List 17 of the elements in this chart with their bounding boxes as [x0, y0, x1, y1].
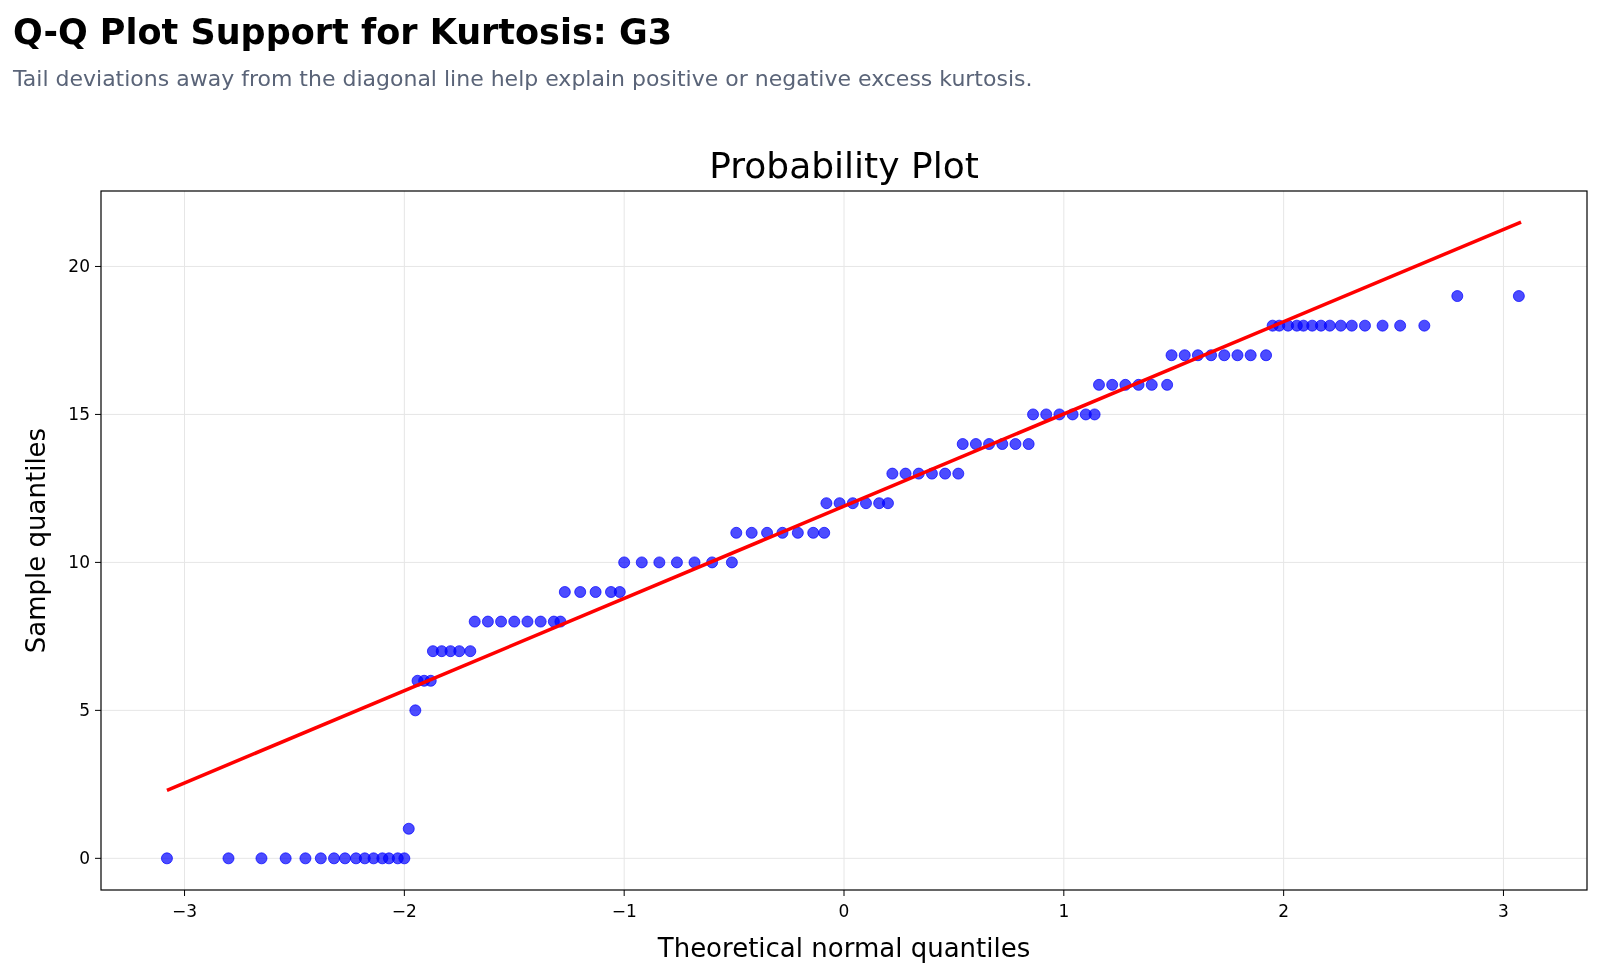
x-tick-label: 2	[1278, 901, 1290, 921]
chart-title: Q-Q Plot Support for Kurtosis: G3	[13, 12, 673, 52]
text: Probability Plot	[709, 145, 979, 186]
y-axis-title: Sample quantiles	[21, 427, 51, 654]
x-tick-label: 3	[1498, 901, 1509, 921]
y-tick-label: 0	[79, 848, 90, 869]
y-tick-label: 15	[68, 404, 90, 425]
x-tick-label: 1	[1058, 901, 1070, 921]
x-tick-label: −3	[172, 901, 198, 921]
y-tick-label: 10	[68, 552, 90, 573]
chart-subtitle: Tail deviations away from the diagonal line help explain positive or negative excess kurtosis.	[12, 66, 1033, 91]
x-tick-label: 0	[838, 901, 850, 921]
x-tick-label: −1	[611, 901, 637, 921]
x-axis-title: Theoretical normal quantiles	[656, 933, 1031, 963]
y-tick-label: 5	[79, 700, 90, 721]
y-tick-label: 20	[68, 256, 90, 277]
x-tick-label: −2	[391, 901, 417, 921]
